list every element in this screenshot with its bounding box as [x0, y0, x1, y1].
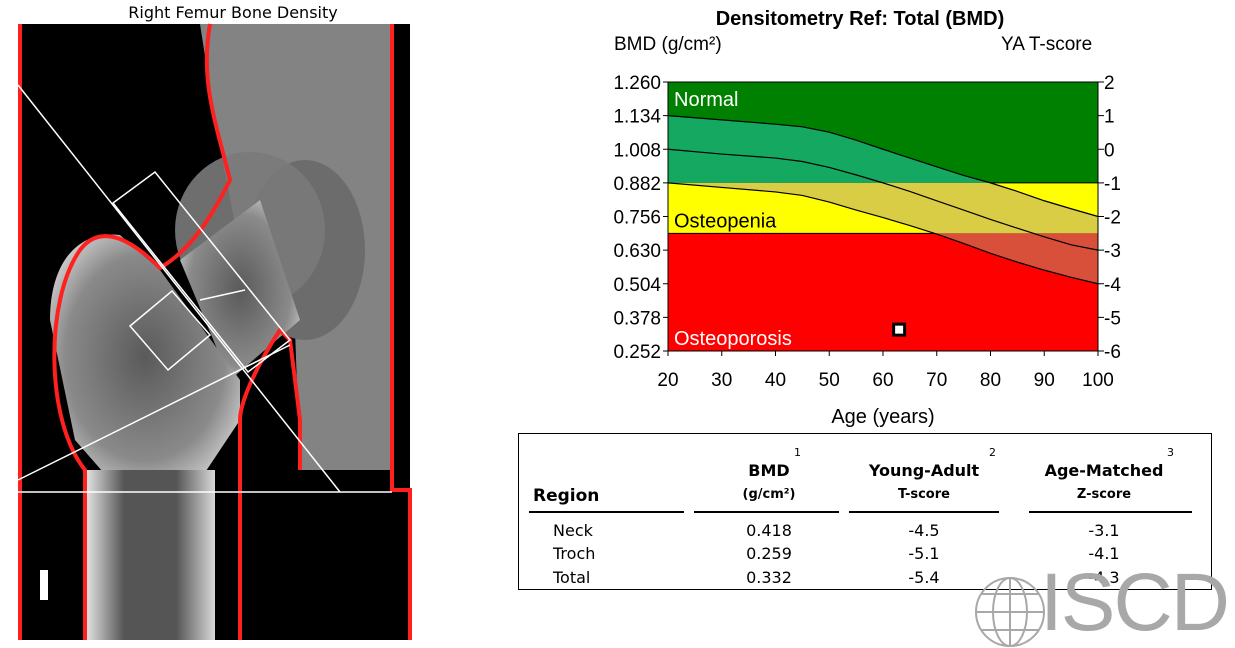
chart-title: Densitometry Ref: Total (BMD) [715, 8, 1005, 30]
header-z-unit: Z-score [1076, 487, 1132, 502]
y-axis-label-left: BMD (g/cm²) [614, 34, 722, 55]
y-tick-label-right: -2 [1104, 208, 1121, 229]
y-tick-label-right: 1 [1104, 107, 1115, 128]
x-tick-label: 100 [1082, 370, 1114, 391]
y-tick-label-right: -5 [1104, 308, 1121, 329]
row-z-score: -4.1 [1088, 544, 1120, 563]
reference-band-osteopenia [668, 182, 1098, 234]
y-tick-label-left: 1.008 [613, 140, 661, 161]
patient-point-inner [895, 325, 904, 334]
y-tick-label-right: -3 [1104, 241, 1121, 262]
row-bmd: 0.332 [746, 568, 792, 587]
femoral-neck [180, 200, 300, 380]
results-table: Region 1 BMD (g/cm²) 2 Young-Adult T-sco… [518, 433, 1212, 590]
y-tick-label-left: 0.504 [613, 275, 661, 296]
band-layer [668, 115, 1098, 284]
row-region: Total [553, 568, 591, 587]
row-z-score: -4.3 [1088, 568, 1120, 587]
femur-scan-image [0, 23, 412, 640]
axis-ticks: 1.260 1.134 1.008 0.882 0.756 0.630 0.504 0.378… [613, 73, 1121, 391]
row-t-score: -5.1 [908, 544, 940, 563]
row-z-score: -3.1 [1088, 521, 1120, 540]
x-tick-label: 70 [926, 370, 947, 391]
y-tick-label-left: 0.378 [613, 308, 661, 329]
x-tick-label: 60 [872, 370, 893, 391]
x-tick-label: 40 [765, 370, 786, 391]
row-bmd: 0.259 [746, 544, 792, 563]
reference-band-osteoporosis [934, 233, 1098, 284]
x-tick-label: 80 [980, 370, 1001, 391]
y-tick-label-right: -6 [1104, 342, 1121, 363]
bone-outline [18, 23, 412, 640]
y-tick-label-left: 0.756 [613, 208, 661, 229]
patient-point-layer [892, 322, 907, 337]
x-tick-label: 20 [657, 370, 678, 391]
reference-band-normal [668, 115, 991, 183]
x-tick-label: 90 [1034, 370, 1055, 391]
reference-line-0 [667, 115, 1099, 218]
y-tick-label-left: 0.630 [613, 241, 661, 262]
header-rule-bmd [694, 511, 839, 513]
zone-label-layer: Normal Osteopenia Osteoporosis [674, 89, 792, 350]
y-tick-label-left: 0.882 [613, 174, 661, 195]
y-tick-label-left: 0.252 [613, 342, 661, 363]
roi-overlay [17, 84, 392, 493]
reference-line-2 [667, 182, 1099, 285]
row-region: Neck [553, 521, 593, 540]
scan-title: Right Femur Bone Density [128, 3, 338, 22]
note-t: 2 [989, 446, 996, 459]
y-tick-label-right: -1 [1104, 174, 1121, 195]
header-bmd-unit: (g/cm²) [742, 487, 796, 502]
row-t-score: -4.5 [908, 521, 940, 540]
row-bmd: 0.418 [746, 521, 792, 540]
x-axis-label: Age (years) [831, 406, 935, 428]
series-layer [667, 115, 1099, 285]
header-rule-region [529, 511, 684, 513]
y-tick-label-left: 1.134 [613, 107, 661, 128]
reference-line-1 [667, 148, 1099, 251]
header-young-adult: Young-Adult [868, 461, 980, 480]
header-region: Region [533, 486, 600, 506]
trochanter [50, 234, 240, 480]
x-tick-label: 30 [711, 370, 732, 391]
row-region: Troch [553, 544, 596, 563]
zone-label-osteopenia: Osteopenia [674, 210, 777, 232]
header-rule-t [849, 511, 999, 513]
header-t-unit: T-score [898, 487, 950, 502]
header-bmd: BMD [748, 461, 790, 480]
y-tick-label-right: 2 [1104, 73, 1115, 94]
iscd-globe-logo [975, 577, 1045, 647]
y-axis-label-right: YA T-score [1001, 34, 1093, 55]
x-tick-label: 50 [819, 370, 840, 391]
iscd-logo-text: ISCD [1040, 557, 1230, 648]
femur-shaft [85, 470, 215, 640]
y-tick-label-right: -4 [1104, 275, 1121, 296]
note-z: 3 [1167, 446, 1174, 459]
y-tick-label-right: 0 [1104, 140, 1115, 161]
row-t-score: -5.4 [908, 568, 940, 587]
y-tick-label-left: 1.260 [613, 73, 661, 94]
header-age-matched: Age-Matched [1044, 461, 1164, 480]
zone-label-normal: Normal [674, 89, 738, 111]
note-bmd: 1 [794, 446, 801, 459]
header-rule-z [1029, 511, 1192, 513]
zone-label-osteoporosis: Osteoporosis [674, 328, 792, 350]
scan-panel: Right Femur Bone Density [0, 0, 430, 648]
